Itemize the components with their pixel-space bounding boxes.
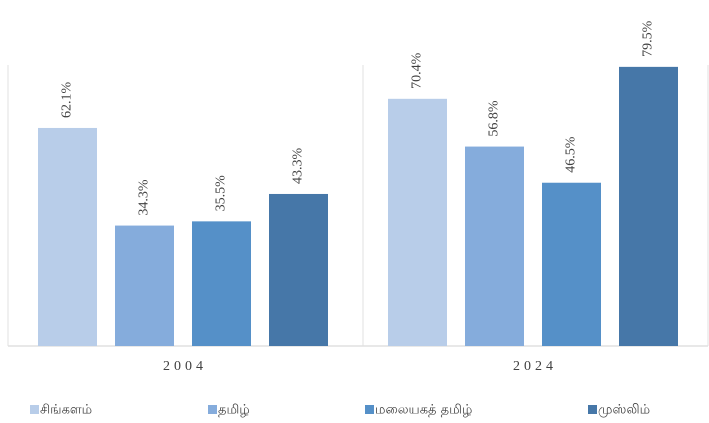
value-label: 46.5% <box>564 136 579 173</box>
value-label: 79.5% <box>641 20 656 57</box>
legend-label: முஸ்லிம் <box>598 403 650 418</box>
x-tick-label: 2004 <box>163 359 207 374</box>
legend-swatch <box>365 405 374 414</box>
value-label: 62.1% <box>60 81 75 118</box>
bar <box>38 127 97 347</box>
bar <box>465 146 524 346</box>
value-label: 34.3% <box>137 179 152 216</box>
bar <box>115 225 174 346</box>
value-label: 35.5% <box>214 175 229 212</box>
legend-label: மலையகத் தமிழ் <box>375 403 472 418</box>
legend-swatch <box>208 405 217 414</box>
x-tick-label: 2024 <box>513 359 557 374</box>
bar <box>192 221 251 346</box>
legend-label: சிங்களம் <box>40 403 92 418</box>
value-label: 70.4% <box>410 52 425 89</box>
value-label: 43.3% <box>291 147 306 184</box>
legend-label: தமிழ் <box>218 403 250 418</box>
bar <box>619 66 678 346</box>
value-label: 56.8% <box>487 100 502 137</box>
legend-swatch <box>588 405 597 414</box>
bar <box>269 193 328 346</box>
bar <box>542 182 601 346</box>
bar <box>388 98 447 346</box>
legend-swatch <box>30 405 39 414</box>
